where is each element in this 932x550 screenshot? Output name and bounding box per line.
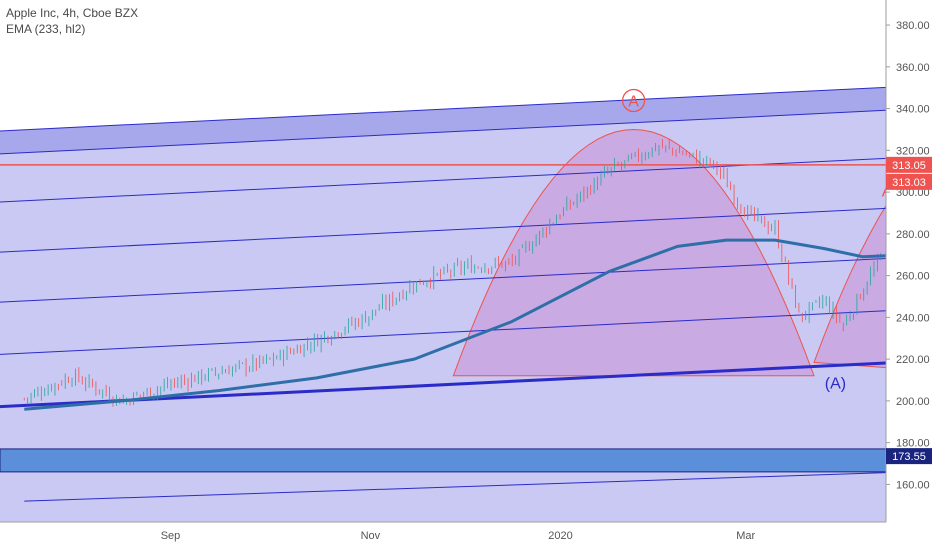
x-tick-label-4: Mar <box>736 530 755 542</box>
projection-arc-2 <box>813 204 886 369</box>
price-tag-3: 173.55 <box>892 451 926 463</box>
indicator-title[interactable]: EMA (233, hl2) <box>6 22 86 36</box>
y-tick-label-160: 160.00 <box>896 479 930 491</box>
x-tick-label-1: Sep <box>161 530 181 542</box>
y-tick-label-340: 340.00 <box>896 104 930 116</box>
price-tag-2: 313.03 <box>892 177 926 189</box>
y-tick-label-260: 260.00 <box>896 271 930 283</box>
chart-legend: Apple Inc, 4h, Cboe BZX EMA (233, hl2) <box>6 5 138 37</box>
wave-label-4: A <box>882 183 893 200</box>
x-axis-panel <box>0 522 932 550</box>
price-tag-1: 313.05 <box>892 160 926 172</box>
y-tick-label-180: 180.00 <box>896 438 930 450</box>
channel-line-3 <box>0 258 886 303</box>
price-tag-bg-3 <box>886 448 932 465</box>
wave-label-6: (A) <box>825 375 846 392</box>
channel-line-6 <box>0 109 886 155</box>
y-tick-label-200: 200.00 <box>896 396 930 408</box>
price-candles <box>23 139 885 407</box>
y-tick-label-380: 380.00 <box>896 20 930 32</box>
channel-line-4 <box>0 207 886 253</box>
projection-arc-1 <box>452 128 815 377</box>
y-tick-label-300: 300.00 <box>896 187 930 199</box>
channel-line-7 <box>0 86 886 132</box>
x-tick-label-2: Nov <box>361 530 381 542</box>
ema-line <box>24 238 886 411</box>
channel-top-band <box>0 87 886 154</box>
wave-label-1: A <box>628 93 639 110</box>
y-tick-label-360: 360.00 <box>896 62 930 74</box>
y-tick-label-220: 220.00 <box>896 354 930 366</box>
y-tick-label-320: 320.00 <box>896 145 930 157</box>
price-tag-bg-1 <box>886 156 932 173</box>
symbol-title[interactable]: Apple Inc, 4h, Cboe BZX <box>6 6 139 20</box>
wave-label-circle-1 <box>621 88 646 113</box>
y-tick-label-240: 240.00 <box>896 312 930 324</box>
support-zone <box>0 448 886 473</box>
price-tag-bg-2 <box>886 173 932 190</box>
y-tick-label-280: 280.00 <box>896 229 930 241</box>
channel-line-2 <box>0 310 886 355</box>
x-tick-label-3: 2020 <box>548 530 572 542</box>
secondary-line-2 <box>24 472 886 502</box>
